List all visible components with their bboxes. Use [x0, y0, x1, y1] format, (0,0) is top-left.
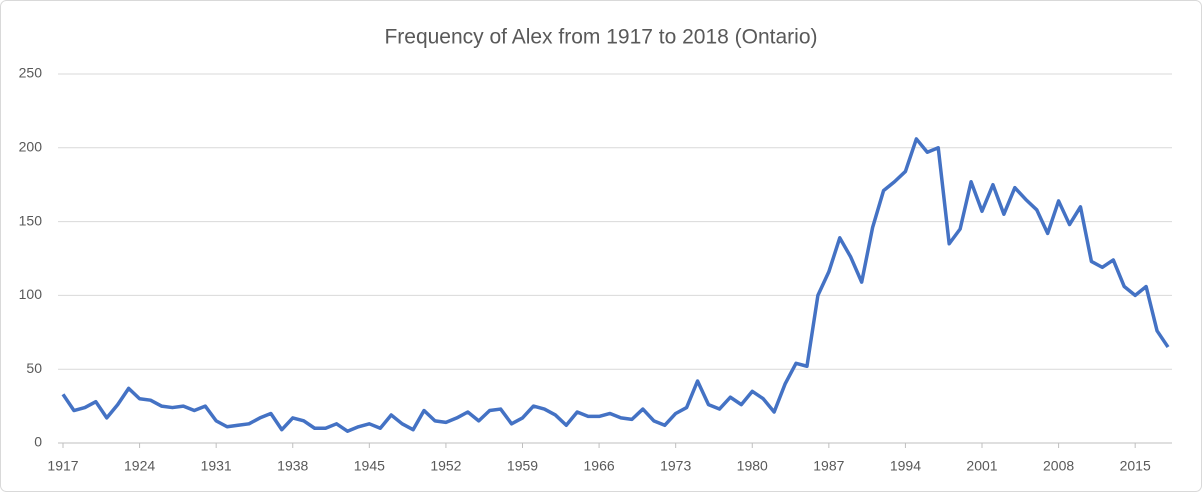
- x-tick-label: 1973: [660, 458, 691, 474]
- y-tick-label: 250: [19, 65, 43, 81]
- data-line: [61, 137, 1170, 433]
- x-tick-label: 1945: [354, 458, 385, 474]
- x-tick-label: 1931: [201, 458, 232, 474]
- x-tick-label: 1917: [47, 458, 78, 474]
- x-tick-label: 2001: [966, 458, 997, 474]
- y-tick-label: 50: [26, 360, 42, 376]
- x-tick-label: 1994: [890, 458, 921, 474]
- x-tick-label: 2008: [1043, 458, 1074, 474]
- x-tick-label: 2015: [1120, 458, 1151, 474]
- y-tick-label: 200: [19, 139, 43, 155]
- x-tick-label: 1980: [737, 458, 768, 474]
- x-tick-label: 1952: [430, 458, 461, 474]
- x-tick-label: 1938: [277, 458, 308, 474]
- x-tick-label: 1959: [507, 458, 538, 474]
- chart-title: Frequency of Alex from 1917 to 2018 (Ont…: [384, 26, 817, 49]
- x-tick-label: 1966: [584, 458, 615, 474]
- y-tick-label: 150: [19, 212, 43, 228]
- x-tick-label: 1987: [813, 458, 844, 474]
- y-tick-label: 0: [34, 434, 42, 450]
- x-tick-label: 1924: [124, 458, 155, 474]
- y-tick-label: 100: [19, 286, 43, 302]
